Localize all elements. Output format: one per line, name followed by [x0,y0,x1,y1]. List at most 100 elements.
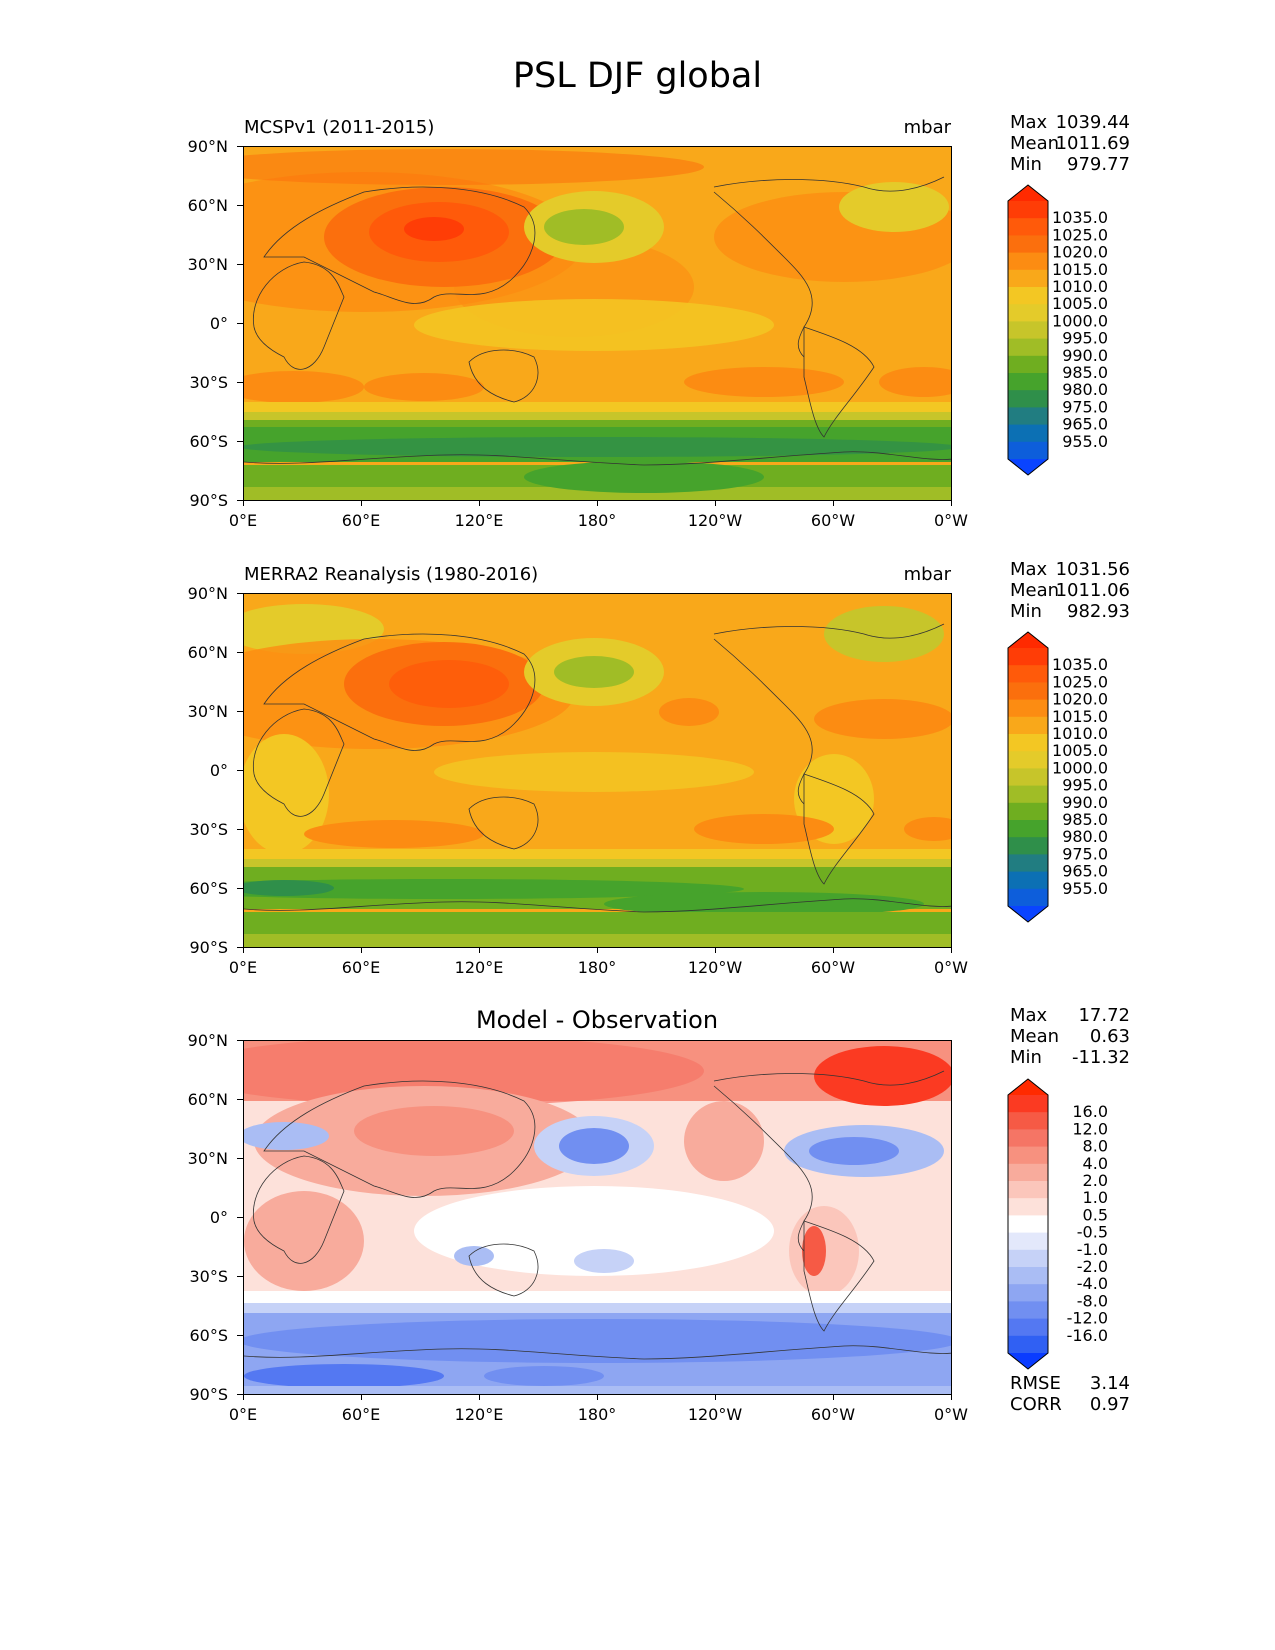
x-tickmark [951,947,953,953]
colorbar-extend-max [1008,632,1048,648]
y-tick-90s: 90°S [189,938,228,957]
x-tick-0w: 0°W [934,1405,968,1424]
y-tick-30s: 30°S [189,820,228,839]
x-tick-120w: 120°W [687,958,743,977]
colorbar-segment [1008,699,1048,718]
x-tick-180: 180° [577,958,617,977]
colorbar-segment [1008,1215,1048,1234]
colorbar-tick-label: 980.0 [1062,827,1108,846]
colorbar-segment [1008,252,1048,271]
colorbar-segment [1008,1301,1048,1320]
x-tickmark [361,947,363,953]
x-tickmark [597,500,599,506]
rmse-label: RMSE [1010,1373,1061,1394]
x-tick-60w: 60°W [810,958,856,977]
colorbar-tick-label: 975.0 [1062,397,1108,416]
x-tick-120e: 120°E [454,511,504,530]
colorbar-segment [1008,407,1048,426]
colorbar-tick-label: 8.0 [1083,1137,1108,1156]
x-tick-180: 180° [577,511,617,530]
figure-title: PSL DJF global [512,56,763,96]
panel-1-mean-value: 1011.69 [1055,133,1130,154]
x-tickmark [833,947,835,953]
colorbar-outline [1007,631,1049,923]
colorbar-segment [1008,734,1048,752]
x-tickmark [715,947,717,953]
y-tick-30s: 30°S [189,373,228,392]
y-tickmark [237,264,243,266]
panel-2-map [243,593,952,948]
y-tickmark [237,1276,243,1278]
colorbar-tick-label: 995.0 [1062,329,1108,348]
y-tickmark [237,1394,243,1396]
x-tickmark [597,1394,599,1400]
y-tickmark [237,205,243,207]
x-tickmark [715,1394,717,1400]
panel-1-units: mbar [903,117,951,138]
x-tickmark [361,500,363,506]
panel-1-map [243,146,952,501]
y-tick-60n: 60°N [187,1090,228,1109]
colorbar-tick-label: 1020.0 [1052,243,1108,262]
x-tickmark [479,1394,481,1400]
panel-2-title: MERRA2 Reanalysis (1980-2016) [244,564,539,585]
panel-2-mean-value: 1011.06 [1055,580,1130,601]
colorbar-segment [1008,1181,1048,1199]
panel-3-max-label: Max [1010,1005,1048,1026]
colorbar-tick-label: 1025.0 [1052,225,1108,244]
colorbar-segment [1008,201,1048,219]
colorbar-outline [1007,1078,1049,1370]
colorbar-tick-label: 1020.0 [1052,690,1108,709]
colorbar-segment [1008,716,1048,735]
colorbar-segment [1008,871,1048,890]
colorbar-extend-max [1008,185,1048,201]
colorbar-tick-label: 965.0 [1062,415,1108,434]
y-tick-60s: 60°S [189,432,228,451]
x-tick-120e: 120°E [454,1405,504,1424]
colorbar-segment [1008,820,1048,838]
panel-2-units: mbar [903,564,951,585]
colorbar-segment [1008,1232,1048,1251]
x-tickmark [951,500,953,506]
x-tickmark [833,500,835,506]
colorbar-tick-label: 1015.0 [1052,707,1108,726]
colorbar-segment [1008,888,1048,907]
colorbar-extend-min [1008,1353,1048,1369]
colorbar-segment [1008,1129,1048,1148]
x-tickmark [243,947,245,953]
colorbar-tick-label: 955.0 [1062,879,1108,898]
y-tick-90s: 90°S [189,491,228,510]
x-tick-0e: 0°E [228,511,258,530]
x-tick-0e: 0°E [228,958,258,977]
colorbar-segment [1008,1318,1048,1337]
y-tick-90n: 90°N [187,584,228,603]
colorbar-segment [1008,390,1048,408]
colorbar-tick-label: 985.0 [1062,363,1108,382]
y-tickmark [237,947,243,949]
colorbar-tick-label: 990.0 [1062,793,1108,812]
x-tickmark [479,947,481,953]
colorbar-segment [1008,373,1048,391]
y-tickmark [237,441,243,443]
colorbar-tick-label: 1010.0 [1052,724,1108,743]
x-tickmark [833,1394,835,1400]
x-tick-180: 180° [577,1405,617,1424]
colorbar-svg: 1035.01025.01020.01015.01010.01005.01000… [1007,631,1108,923]
colorbar-tick-label: -16.0 [1067,1326,1108,1345]
y-tick-90s: 90°S [189,1385,228,1404]
panel-2-min-label: Min [1010,601,1042,622]
colorbar-tick-label: 995.0 [1062,776,1108,795]
x-tickmark [361,1394,363,1400]
y-tickmark [237,770,243,772]
x-tickmark [715,500,717,506]
panel-3-min-value: -11.32 [1071,1047,1130,1068]
colorbar-tick-label: -0.5 [1077,1223,1108,1242]
colorbar-tick-label: 1.0 [1083,1188,1108,1207]
y-tickmark [237,1335,243,1337]
colorbar-tick-label: -8.0 [1077,1291,1108,1310]
colorbar-tick-label: -12.0 [1067,1309,1108,1328]
colorbar-extend-min [1008,459,1048,475]
x-tickmark [951,1394,953,1400]
panel-1-mean-label: Mean [1010,133,1060,154]
colorbar-tick-label: -2.0 [1077,1257,1108,1276]
